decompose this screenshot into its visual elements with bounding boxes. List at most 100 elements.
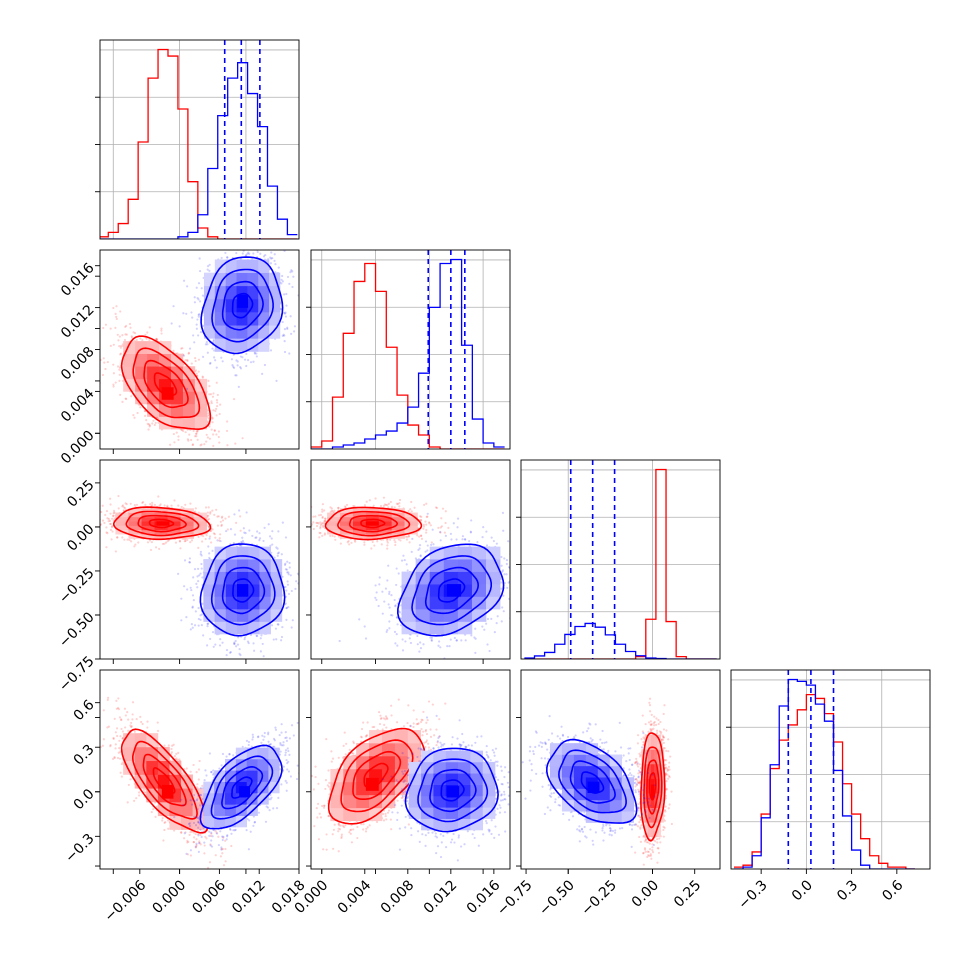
x-tick-label: 0.6 <box>879 877 906 904</box>
histogram-series <box>100 62 298 239</box>
contour-line <box>440 779 465 802</box>
x-tick-label: 0.012 <box>421 877 461 917</box>
density-cells <box>123 733 205 830</box>
contour-line <box>569 760 616 804</box>
x-tick-label: 0.004 <box>335 877 375 917</box>
y-tick-label: 0.3 <box>71 742 98 769</box>
histogram-series <box>311 258 505 449</box>
contour-line <box>143 359 189 409</box>
panel-3-1: 0.000 0.004 0.008 0.012 0.016 <box>292 669 511 917</box>
peak-density-bin <box>237 294 249 308</box>
contour-line <box>232 578 255 603</box>
x-tick-label: 0.00 <box>629 877 662 910</box>
x-tick-label: −0.50 <box>536 877 578 919</box>
contour-line <box>137 514 187 533</box>
axes-frame <box>310 459 511 660</box>
x-tick-label: 0.006 <box>189 877 229 917</box>
panel-plot-area <box>521 697 673 866</box>
contour-line <box>132 740 198 820</box>
y-tick-label: 0.25 <box>64 477 97 510</box>
contour-line <box>211 268 274 343</box>
contour-line <box>153 372 178 398</box>
panel-0-0 <box>95 39 300 240</box>
peak-density-bin <box>447 584 462 597</box>
x-tick-label: 0.008 <box>378 877 418 917</box>
contour-line <box>646 759 660 815</box>
y-tick-label: −0.50 <box>56 609 98 651</box>
contour-line <box>340 739 414 813</box>
contour-line <box>231 292 254 319</box>
peak-density-bin <box>237 584 249 597</box>
peak-density-bin <box>156 521 170 526</box>
axes-frame <box>730 669 931 870</box>
panel-plot-area <box>311 250 510 449</box>
x-tick-label: 0.3 <box>834 877 861 904</box>
panel-2-2 <box>516 459 721 660</box>
panel-2-1 <box>306 459 511 664</box>
histogram-series <box>524 622 717 659</box>
panel-3-3: −0.3 0.0 0.3 0.6 <box>726 669 931 913</box>
y-tick-label: 0.008 <box>58 344 98 384</box>
panel-1-1 <box>306 249 511 450</box>
contour-line <box>142 753 187 807</box>
histogram-series <box>311 262 505 449</box>
contour-line <box>640 732 666 842</box>
contour-line <box>152 767 176 794</box>
contour-line <box>337 510 411 537</box>
y-tick-label: −0.75 <box>56 653 98 695</box>
density-cells <box>203 546 283 635</box>
contour-line <box>437 578 466 603</box>
panel-plot-area <box>521 460 720 659</box>
contour-line <box>404 747 499 833</box>
y-tick-label: 0.004 <box>58 386 98 426</box>
y-tick-label: 0.000 <box>58 428 98 468</box>
x-tick-label: −0.25 <box>578 877 620 919</box>
panel-plot-area <box>100 250 299 447</box>
contour-line <box>113 506 212 541</box>
contour-line <box>221 765 264 810</box>
peak-density-bin <box>587 781 600 793</box>
contour-line <box>231 776 253 799</box>
contour-line <box>199 543 286 637</box>
contour-line <box>199 744 283 830</box>
x-tick-label: −0.006 <box>101 877 149 925</box>
contour-line <box>424 566 480 615</box>
x-tick-label: 0.0 <box>789 877 816 904</box>
contour-line <box>558 749 627 814</box>
contour-line <box>360 518 386 529</box>
peak-density-bin <box>650 784 655 800</box>
panel-plot-area <box>731 670 930 869</box>
y-tick-label: −0.25 <box>56 565 98 607</box>
contour-line <box>210 555 276 626</box>
x-tick-label: 0.25 <box>671 877 704 910</box>
y-tick-label: 0.00 <box>64 521 97 554</box>
contour-line <box>327 727 426 825</box>
x-tick-label: −0.75 <box>494 877 536 919</box>
contour-line <box>210 755 274 820</box>
peak-density-bin <box>161 387 174 400</box>
contour-line <box>221 566 266 615</box>
panel-plot-area <box>100 696 299 869</box>
contour-line <box>411 555 492 626</box>
y-tick-label: 0.016 <box>58 260 98 300</box>
contour-line <box>417 758 489 823</box>
contour-line <box>324 506 423 541</box>
contour-line <box>348 515 399 533</box>
peak-density-bin <box>161 784 174 799</box>
axes-frame <box>99 669 300 870</box>
contour-line <box>429 768 477 813</box>
contour-line <box>648 772 657 801</box>
contour-line <box>132 347 201 419</box>
axes-frame <box>310 249 511 450</box>
panel-plot-area <box>311 496 510 659</box>
axes-frame <box>310 669 511 870</box>
contour-line <box>125 510 200 537</box>
histogram-series <box>524 468 717 659</box>
contour-line <box>200 256 284 355</box>
axes-frame <box>520 669 721 870</box>
axes-frame <box>520 459 721 660</box>
x-tick-label: 0.012 <box>229 877 269 917</box>
histogram-series <box>734 678 915 869</box>
